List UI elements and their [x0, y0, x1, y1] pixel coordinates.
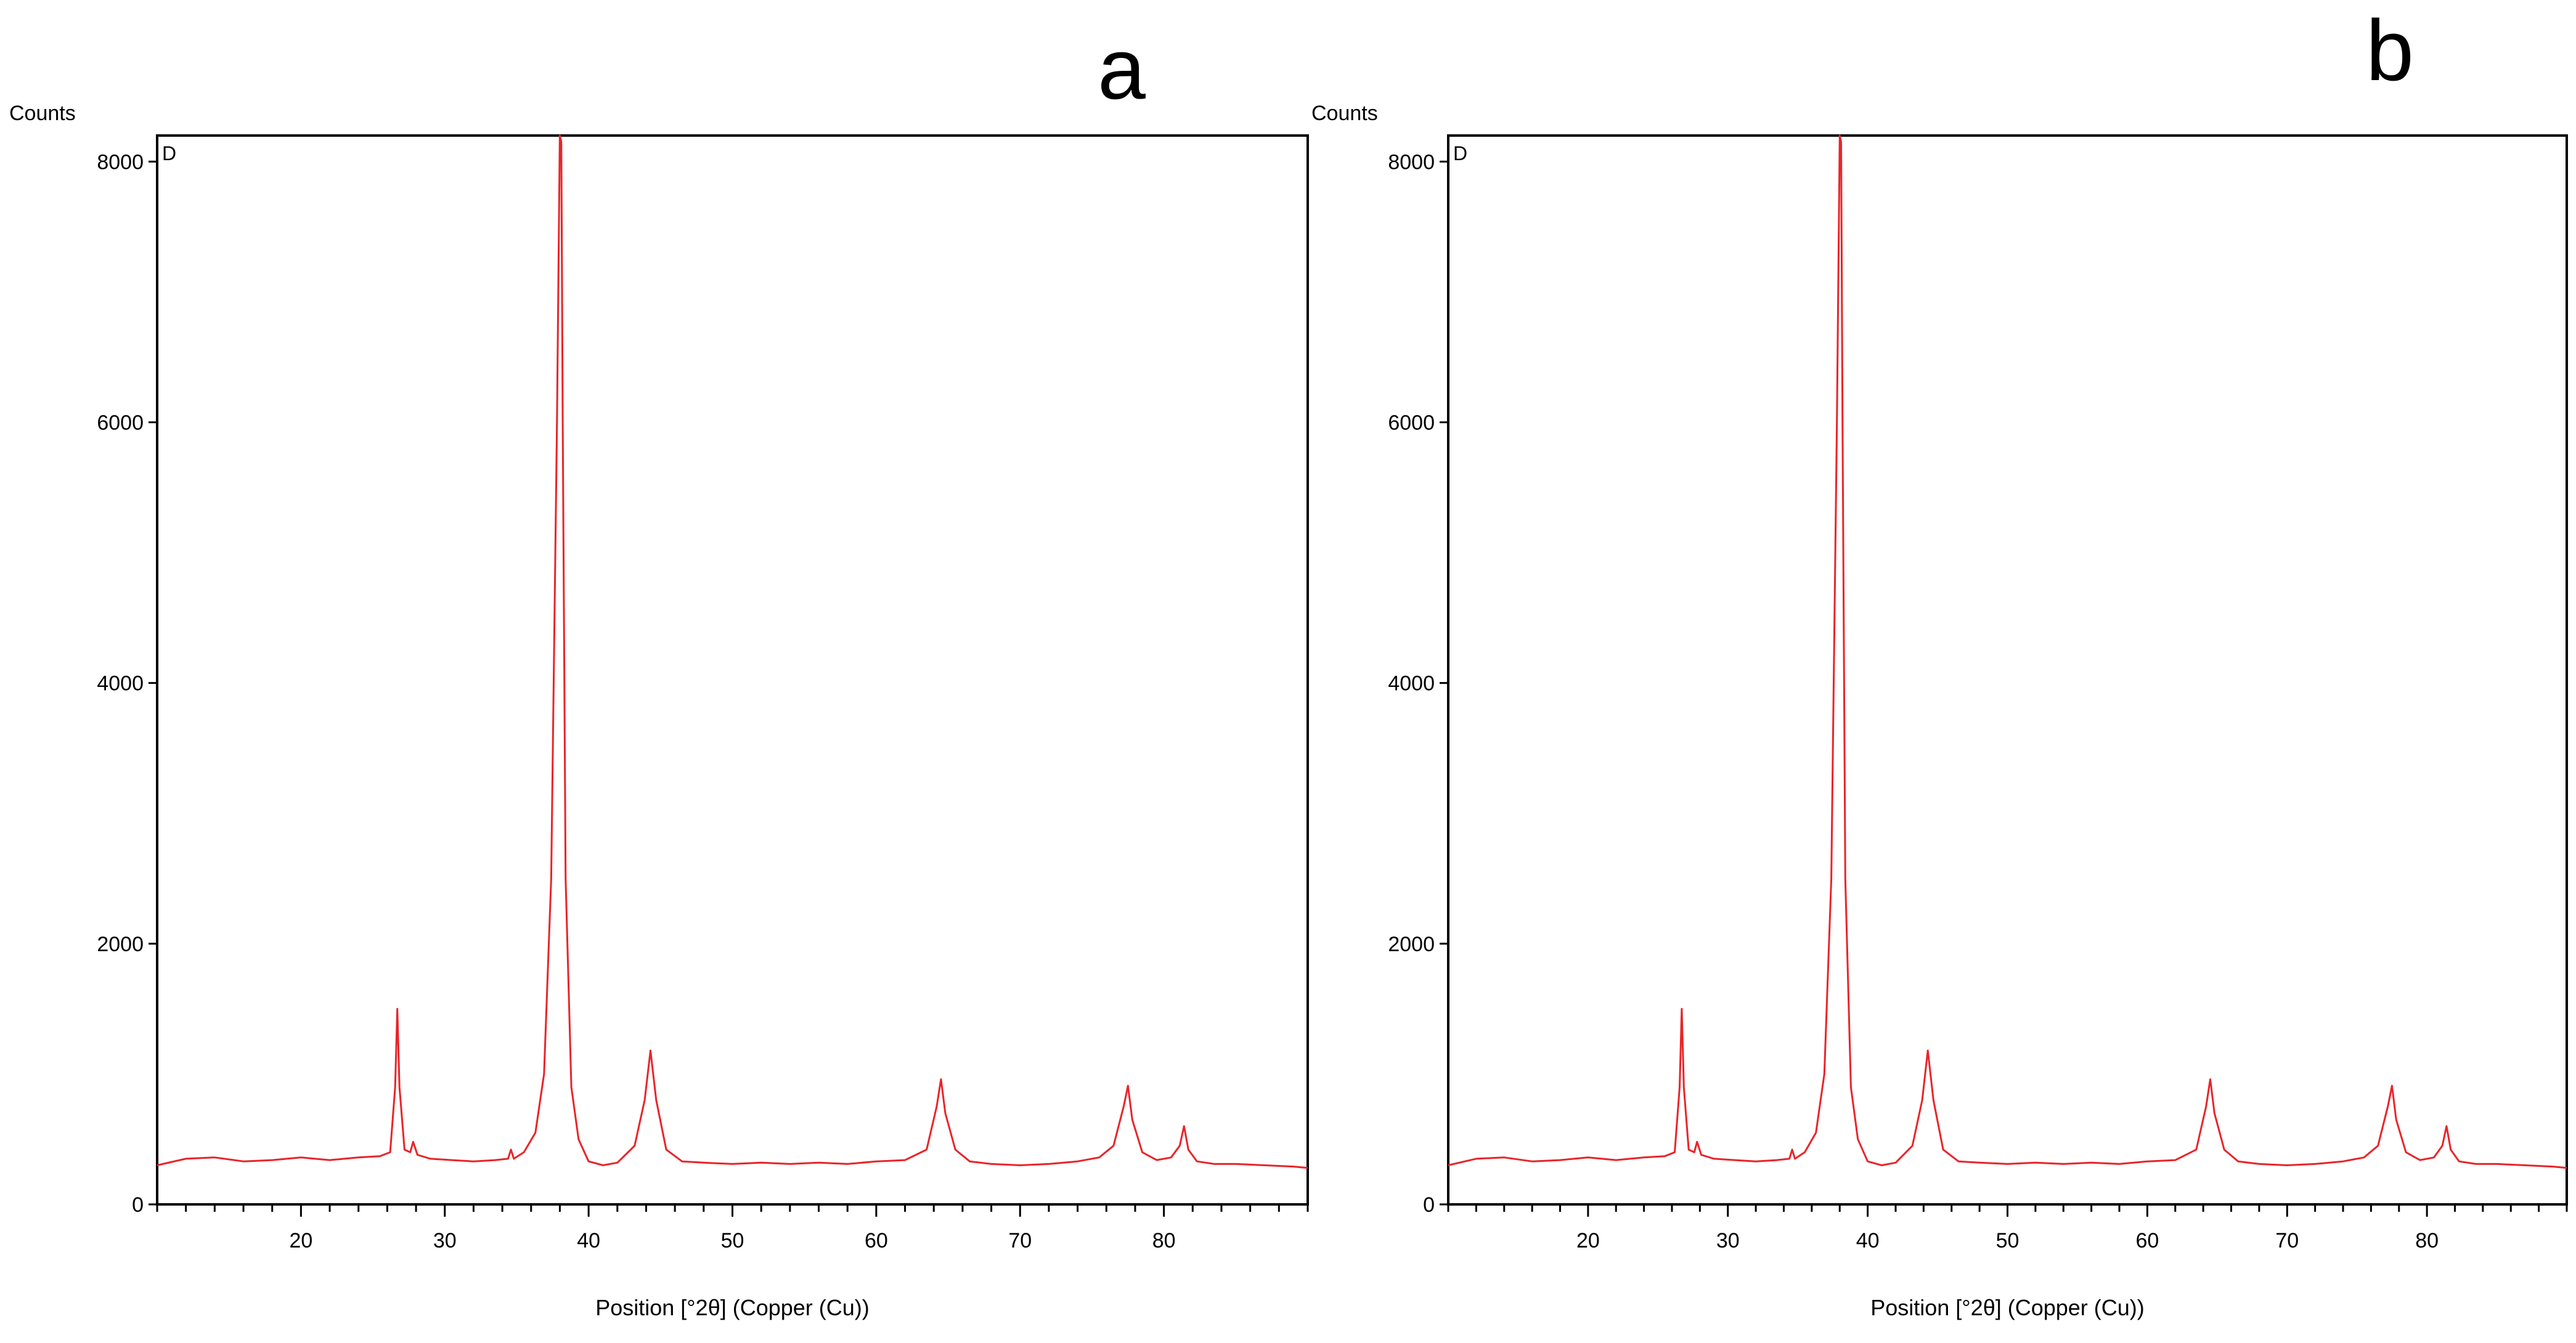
x-tick-label: 60 — [2135, 1229, 2159, 1252]
plot-tag: D — [1453, 142, 1467, 164]
panel-label: a — [1098, 20, 1146, 117]
y-tick-label: 4000 — [97, 672, 144, 696]
x-tick-label: 70 — [1008, 1229, 1032, 1252]
y-tick-label: 8000 — [1388, 150, 1435, 174]
y-tick-label: 0 — [132, 1193, 144, 1217]
y-tick-label: 0 — [1423, 1193, 1435, 1217]
y-tick-label: 2000 — [97, 933, 144, 956]
x-tick-label: 60 — [865, 1229, 888, 1252]
x-tick-label: 50 — [721, 1229, 744, 1252]
plot-frame — [1447, 134, 2568, 1206]
x-tick-label: 20 — [289, 1229, 312, 1252]
diffraction-series-line — [1448, 134, 2567, 1169]
x-tick-label: 40 — [1856, 1229, 1880, 1252]
x-tick-label: 70 — [2275, 1229, 2299, 1252]
x-tick-label: 40 — [577, 1229, 600, 1252]
x-tick-label: 30 — [1716, 1229, 1740, 1252]
panel-a: a Counts D 20 30 40 50 60 70 80 0 2000 4000 6000 8000 P… — [9, 20, 1309, 1320]
y-tick-label: 8000 — [97, 150, 144, 174]
diffraction-series-line — [157, 134, 1308, 1169]
x-axis-label: Position [°2θ] (Copper (Cu)) — [595, 1295, 870, 1320]
plot-tag: D — [162, 142, 176, 164]
x-tick-label: 30 — [433, 1229, 457, 1252]
panel-label: b — [2366, 2, 2414, 99]
x-tick-label: 50 — [1996, 1229, 2020, 1252]
panel-b: b Counts D 20 30 40 50 60 70 80 0 2000 4000 6000 8000 P… — [1311, 2, 2568, 1320]
y-axis-label: Counts — [9, 102, 76, 125]
x-tick-label: 80 — [1152, 1229, 1176, 1252]
y-tick-label: 2000 — [1388, 933, 1435, 956]
x-tick-label: 80 — [2415, 1229, 2439, 1252]
x-axis-label: Position [°2θ] (Copper (Cu)) — [1870, 1295, 2145, 1320]
y-tick-label: 6000 — [97, 411, 144, 434]
y-tick-label: 6000 — [1388, 411, 1435, 434]
plot-frame — [156, 134, 1309, 1206]
y-axis-label: Counts — [1311, 102, 1378, 125]
x-tick-label: 20 — [1576, 1229, 1600, 1252]
y-tick-label: 4000 — [1388, 672, 1435, 696]
